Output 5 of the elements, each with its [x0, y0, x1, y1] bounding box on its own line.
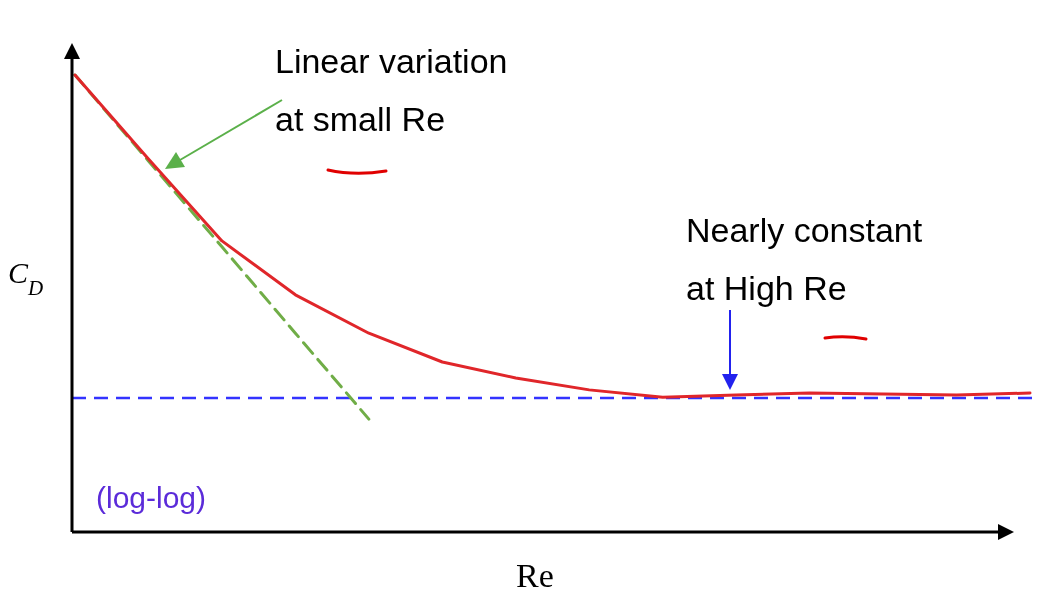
x-axis-title: Re [516, 557, 554, 594]
annotation: (log-log) [96, 481, 207, 514]
annotation: Nearly constant at High Re [686, 211, 923, 307]
y-axis-title: C$_{D}$ [8, 256, 44, 300]
annotation: Linear variation at small Re [275, 42, 508, 138]
